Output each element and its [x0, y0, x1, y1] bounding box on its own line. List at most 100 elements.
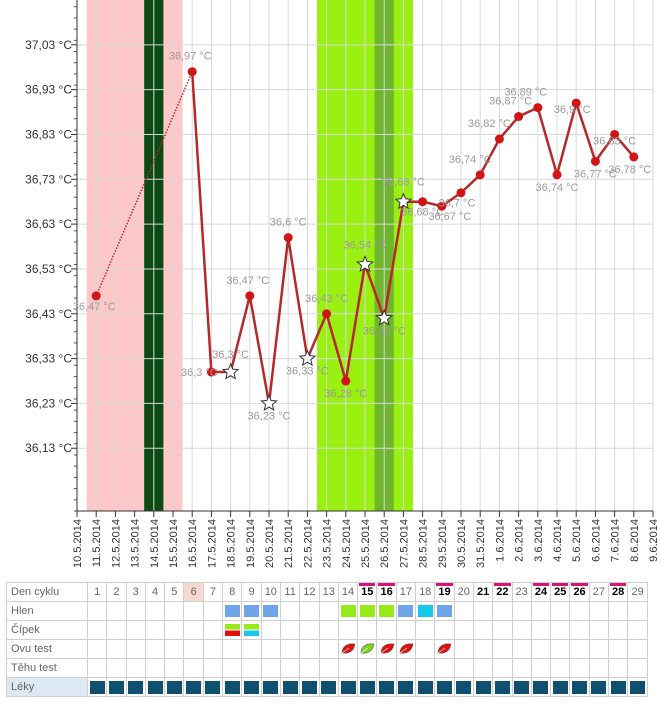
hlen-cell-26[interactable]	[569, 601, 590, 621]
cipek-cell-29[interactable]	[627, 620, 648, 640]
ovu-cell-7[interactable]	[202, 639, 224, 659]
leky-cell-12[interactable]	[299, 677, 320, 697]
cipek-cell-18[interactable]	[415, 620, 436, 640]
cipek-cell-25[interactable]	[550, 620, 571, 640]
hlen-cell-5[interactable]	[164, 601, 185, 621]
hlen-cell-9[interactable]	[241, 601, 262, 621]
hlen-cell-18[interactable]	[415, 601, 436, 621]
leky-cell-6[interactable]	[183, 677, 204, 697]
leky-cell-29[interactable]	[627, 677, 648, 697]
cipek-cell-6[interactable]	[183, 620, 204, 640]
tehu-cell-17[interactable]	[395, 658, 417, 678]
hlen-cell-2[interactable]	[106, 601, 127, 621]
cipek-cell-7[interactable]	[202, 620, 224, 640]
tehu-cell-29[interactable]	[627, 658, 648, 678]
tehu-cell-12[interactable]	[299, 658, 320, 678]
cipek-cell-22[interactable]	[492, 620, 513, 640]
cipek-cell-4[interactable]	[144, 620, 166, 640]
ovu-cell-26[interactable]	[569, 639, 590, 659]
ovu-cell-29[interactable]	[627, 639, 648, 659]
ovu-cell-27[interactable]	[588, 639, 610, 659]
cipek-cell-1[interactable]	[86, 620, 108, 640]
tehu-cell-19[interactable]	[434, 658, 455, 678]
hlen-cell-7[interactable]	[202, 601, 224, 621]
ovu-cell-12[interactable]	[299, 639, 320, 659]
hlen-cell-15[interactable]	[357, 601, 378, 621]
leky-cell-27[interactable]	[588, 677, 610, 697]
cipek-cell-3[interactable]	[125, 620, 146, 640]
tehu-cell-7[interactable]	[202, 658, 224, 678]
hlen-cell-29[interactable]	[627, 601, 648, 621]
cipek-cell-21[interactable]	[472, 620, 494, 640]
hlen-cell-14[interactable]	[337, 601, 359, 621]
cipek-cell-13[interactable]	[318, 620, 339, 640]
leky-cell-26[interactable]	[569, 677, 590, 697]
hlen-cell-6[interactable]	[183, 601, 204, 621]
tehu-cell-20[interactable]	[453, 658, 474, 678]
hlen-cell-24[interactable]	[530, 601, 552, 621]
hlen-cell-8[interactable]	[222, 601, 243, 621]
tehu-cell-2[interactable]	[106, 658, 127, 678]
ovu-cell-25[interactable]	[550, 639, 571, 659]
hlen-cell-20[interactable]	[453, 601, 474, 621]
tehu-cell-11[interactable]	[279, 658, 301, 678]
hlen-cell-27[interactable]	[588, 601, 610, 621]
cipek-cell-17[interactable]	[395, 620, 417, 640]
ovu-cell-2[interactable]	[106, 639, 127, 659]
hlen-cell-1[interactable]	[86, 601, 108, 621]
cipek-cell-5[interactable]	[164, 620, 185, 640]
ovu-cell-5[interactable]	[164, 639, 185, 659]
tehu-cell-6[interactable]	[183, 658, 204, 678]
cipek-cell-20[interactable]	[453, 620, 474, 640]
leky-cell-5[interactable]	[164, 677, 185, 697]
hlen-cell-16[interactable]	[376, 601, 397, 621]
tehu-cell-13[interactable]	[318, 658, 339, 678]
ovu-cell-9[interactable]	[241, 639, 262, 659]
tehu-cell-4[interactable]	[144, 658, 166, 678]
cipek-cell-16[interactable]	[376, 620, 397, 640]
ovu-cell-19[interactable]	[434, 639, 455, 659]
leky-cell-24[interactable]	[530, 677, 552, 697]
leky-cell-11[interactable]	[279, 677, 301, 697]
ovu-cell-17[interactable]	[395, 639, 417, 659]
tehu-cell-3[interactable]	[125, 658, 146, 678]
cipek-cell-9[interactable]	[241, 620, 262, 640]
leky-cell-19[interactable]	[434, 677, 455, 697]
tehu-cell-8[interactable]	[222, 658, 243, 678]
ovu-cell-24[interactable]	[530, 639, 552, 659]
hlen-cell-13[interactable]	[318, 601, 339, 621]
leky-cell-9[interactable]	[241, 677, 262, 697]
tehu-cell-10[interactable]	[260, 658, 281, 678]
tehu-cell-9[interactable]	[241, 658, 262, 678]
hlen-cell-12[interactable]	[299, 601, 320, 621]
hlen-cell-19[interactable]	[434, 601, 455, 621]
hlen-cell-28[interactable]	[608, 601, 629, 621]
cipek-cell-23[interactable]	[511, 620, 532, 640]
leky-cell-13[interactable]	[318, 677, 339, 697]
cipek-cell-28[interactable]	[608, 620, 629, 640]
cipek-cell-15[interactable]	[357, 620, 378, 640]
tehu-cell-14[interactable]	[337, 658, 359, 678]
leky-cell-25[interactable]	[550, 677, 571, 697]
leky-cell-10[interactable]	[260, 677, 281, 697]
tehu-cell-26[interactable]	[569, 658, 590, 678]
leky-cell-4[interactable]	[144, 677, 166, 697]
ovu-cell-15[interactable]	[357, 639, 378, 659]
cipek-cell-2[interactable]	[106, 620, 127, 640]
hlen-cell-3[interactable]	[125, 601, 146, 621]
cipek-cell-27[interactable]	[588, 620, 610, 640]
leky-cell-22[interactable]	[492, 677, 513, 697]
leky-cell-8[interactable]	[222, 677, 243, 697]
leky-cell-16[interactable]	[376, 677, 397, 697]
hlen-cell-23[interactable]	[511, 601, 532, 621]
leky-cell-7[interactable]	[202, 677, 224, 697]
leky-cell-15[interactable]	[357, 677, 378, 697]
leky-cell-3[interactable]	[125, 677, 146, 697]
ovu-cell-21[interactable]	[472, 639, 494, 659]
leky-cell-1[interactable]	[86, 677, 108, 697]
cipek-cell-26[interactable]	[569, 620, 590, 640]
ovu-cell-22[interactable]	[492, 639, 513, 659]
hlen-cell-4[interactable]	[144, 601, 166, 621]
cipek-cell-8[interactable]	[222, 620, 243, 640]
cipek-cell-11[interactable]	[279, 620, 301, 640]
